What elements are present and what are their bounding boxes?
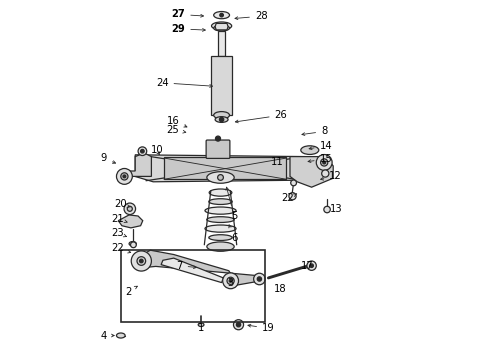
Circle shape xyxy=(222,273,239,289)
Bar xyxy=(121,250,265,322)
Ellipse shape xyxy=(198,323,204,327)
Circle shape xyxy=(320,159,328,166)
Text: 22: 22 xyxy=(281,193,297,203)
Ellipse shape xyxy=(209,243,232,250)
Circle shape xyxy=(220,13,223,17)
FancyBboxPatch shape xyxy=(206,140,230,158)
Polygon shape xyxy=(290,157,333,187)
Circle shape xyxy=(220,117,224,122)
Ellipse shape xyxy=(207,217,234,222)
Text: 9: 9 xyxy=(100,153,116,163)
Ellipse shape xyxy=(129,242,136,246)
Circle shape xyxy=(124,203,136,215)
Ellipse shape xyxy=(215,117,228,122)
Text: 10: 10 xyxy=(150,145,163,156)
Text: 6: 6 xyxy=(229,225,237,243)
Bar xyxy=(164,157,286,179)
Text: 1: 1 xyxy=(198,323,204,333)
Text: 28: 28 xyxy=(235,11,268,21)
Text: 12: 12 xyxy=(320,171,342,181)
Circle shape xyxy=(137,257,146,265)
Circle shape xyxy=(257,277,262,281)
Circle shape xyxy=(323,161,326,164)
Polygon shape xyxy=(215,23,228,30)
Text: 8: 8 xyxy=(302,126,327,136)
Ellipse shape xyxy=(117,333,125,338)
Circle shape xyxy=(131,251,151,271)
Ellipse shape xyxy=(214,12,229,19)
Circle shape xyxy=(123,175,126,178)
Ellipse shape xyxy=(207,242,234,251)
Circle shape xyxy=(121,173,128,180)
Circle shape xyxy=(289,193,296,200)
Text: 21: 21 xyxy=(111,213,127,224)
Circle shape xyxy=(254,273,265,285)
Text: 26: 26 xyxy=(235,110,287,123)
Circle shape xyxy=(233,320,244,330)
Circle shape xyxy=(117,168,132,184)
Text: 22: 22 xyxy=(111,243,131,253)
Circle shape xyxy=(321,170,329,177)
Ellipse shape xyxy=(207,172,234,183)
Polygon shape xyxy=(135,155,322,182)
Text: 17: 17 xyxy=(300,261,313,271)
Polygon shape xyxy=(118,215,143,228)
Text: 4: 4 xyxy=(101,330,114,341)
Circle shape xyxy=(140,259,143,263)
Circle shape xyxy=(236,323,241,327)
Ellipse shape xyxy=(212,22,232,30)
Text: 11: 11 xyxy=(271,157,284,167)
Ellipse shape xyxy=(209,189,232,196)
Circle shape xyxy=(138,147,147,156)
Circle shape xyxy=(291,180,296,186)
Polygon shape xyxy=(119,153,151,176)
Text: 15: 15 xyxy=(308,154,332,164)
Circle shape xyxy=(307,261,316,270)
Text: 25: 25 xyxy=(167,125,186,135)
Text: 24: 24 xyxy=(156,78,213,88)
Text: 13: 13 xyxy=(329,204,342,214)
Circle shape xyxy=(130,242,136,248)
Circle shape xyxy=(310,264,314,267)
Ellipse shape xyxy=(214,25,229,31)
Polygon shape xyxy=(161,258,223,283)
Polygon shape xyxy=(138,250,263,286)
Circle shape xyxy=(229,279,232,282)
Text: 5: 5 xyxy=(226,187,237,221)
Ellipse shape xyxy=(214,112,229,119)
Bar xyxy=(219,31,225,56)
Text: 16: 16 xyxy=(167,116,187,127)
Ellipse shape xyxy=(205,225,236,232)
Text: 29: 29 xyxy=(172,24,205,34)
Ellipse shape xyxy=(301,146,319,154)
Text: 27: 27 xyxy=(172,9,203,19)
Ellipse shape xyxy=(209,199,232,204)
Text: 7: 7 xyxy=(176,261,196,271)
Ellipse shape xyxy=(205,207,236,214)
Text: 2: 2 xyxy=(125,286,137,297)
Ellipse shape xyxy=(209,235,232,240)
Text: 14: 14 xyxy=(309,141,332,151)
Circle shape xyxy=(227,277,234,284)
Text: 20: 20 xyxy=(115,199,130,210)
Circle shape xyxy=(216,136,220,141)
Text: 3: 3 xyxy=(227,278,234,288)
Text: 18: 18 xyxy=(274,284,287,294)
Text: 19: 19 xyxy=(248,323,275,333)
Circle shape xyxy=(316,154,332,170)
Circle shape xyxy=(324,206,330,213)
Bar xyxy=(211,56,232,115)
Circle shape xyxy=(141,149,144,153)
Text: 23: 23 xyxy=(111,228,126,238)
Circle shape xyxy=(218,175,223,180)
Circle shape xyxy=(127,206,132,211)
